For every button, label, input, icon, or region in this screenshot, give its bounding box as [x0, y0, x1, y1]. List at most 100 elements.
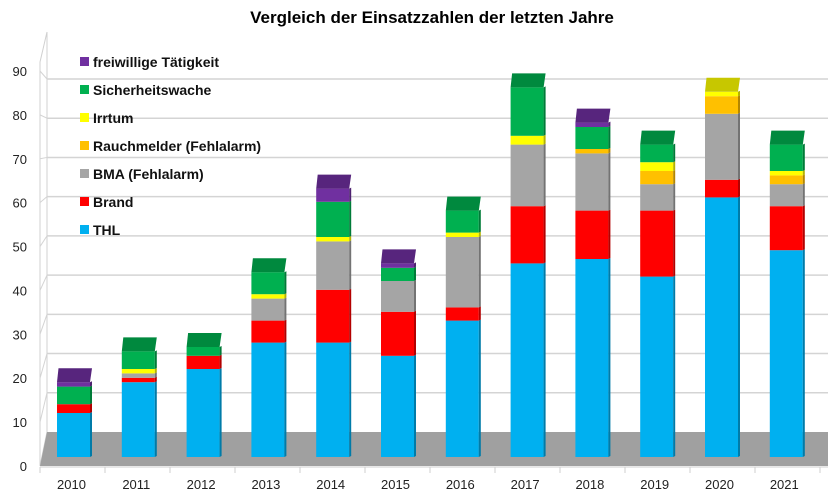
- bar-2018-sicherheitswache: [575, 127, 609, 149]
- bar-side-face: [543, 262, 546, 457]
- bar-side-face: [414, 280, 416, 312]
- x-tick-label: 2014: [316, 477, 345, 492]
- bar-2013-bma-fehlalarm-: [251, 298, 285, 321]
- side-gridline: [39, 235, 48, 247]
- bar-2019-rauchmelder-fehlalarm-: [640, 171, 674, 185]
- legend-swatch: [80, 85, 89, 94]
- bar-2019-irrtum: [640, 162, 674, 171]
- bar-top-face-2015: [381, 249, 416, 264]
- bar-2010-freiwillige-t-tigkeit: [57, 382, 90, 387]
- bar-top-face-2012: [186, 333, 222, 347]
- bar-2016-brand: [445, 307, 479, 321]
- bar-2011-sicherheitswache: [121, 351, 155, 369]
- bar-side-face: [478, 306, 481, 321]
- bar-2011-brand: [121, 377, 155, 383]
- bar-side-face: [608, 152, 611, 211]
- bar-2014-sicherheitswache: [316, 201, 350, 237]
- bar-side-face: [414, 262, 416, 268]
- bar-side-face: [478, 236, 481, 308]
- bar-side-face: [738, 112, 740, 180]
- x-tick-label: 2017: [511, 477, 540, 492]
- bar-2020-irrtum: [705, 91, 738, 97]
- legend-label: Sicherheitswache: [93, 82, 211, 98]
- side-gridline: [39, 314, 48, 335]
- bar-2011-thl: [121, 382, 155, 457]
- bar-top-face-2014: [316, 174, 352, 189]
- x-tick-label: 2018: [575, 477, 604, 492]
- y-tick-label: 20: [13, 371, 27, 386]
- bar-2017-sicherheitswache: [510, 87, 544, 136]
- bar-side-face: [349, 200, 352, 237]
- bar-2019-thl: [640, 276, 674, 457]
- bar-2014-brand: [316, 289, 350, 343]
- bar-side-face: [543, 86, 546, 136]
- bar-2019-brand: [640, 210, 674, 277]
- bar-2010-brand: [57, 404, 90, 413]
- bar-side-face: [478, 231, 481, 237]
- bar-side-face: [154, 372, 157, 378]
- y-tick-label: 80: [13, 108, 27, 123]
- bar-2017-irrtum: [510, 135, 544, 145]
- bar-2018-thl: [575, 259, 609, 457]
- bar-side-face: [284, 297, 287, 321]
- bar-side-face: [543, 134, 546, 145]
- legend-swatch: [80, 169, 89, 178]
- bar-2020-brand: [705, 179, 738, 198]
- bar-side-face: [414, 310, 416, 356]
- legend-swatch: [80, 113, 89, 122]
- bar-side-face: [673, 275, 676, 457]
- legend-label: Irrtum: [93, 110, 133, 126]
- bar-2010-sicherheitswache: [57, 386, 90, 405]
- bar-side-face: [608, 148, 611, 154]
- bar-side-face: [673, 161, 676, 171]
- legend-label: Brand: [93, 194, 133, 210]
- y-tick-label: 30: [13, 327, 27, 342]
- legend-label: THL: [93, 222, 121, 238]
- legend-swatch: [80, 141, 89, 150]
- legend-label: freiwillige Tätigkeit: [93, 54, 219, 70]
- bar-2014-freiwillige-t-tigkeit: [316, 188, 350, 202]
- bar-side-face: [738, 90, 740, 97]
- bar-side-face: [284, 293, 287, 299]
- bar-side-face: [802, 143, 805, 171]
- bar-2011-bma-fehlalarm-: [121, 373, 155, 378]
- bar-top-face-2016: [445, 196, 481, 211]
- bar-2010-thl: [57, 413, 90, 457]
- bar-side-face: [802, 174, 805, 185]
- legend-swatch: [80, 225, 89, 234]
- bar-2015-freiwillige-t-tigkeit: [381, 263, 414, 268]
- bar-2017-brand: [510, 206, 544, 264]
- bar-side-face: [543, 205, 546, 264]
- bar-top-face-2019: [640, 130, 676, 145]
- bar-top-face-2018: [575, 108, 611, 123]
- bar-side-face: [90, 403, 92, 413]
- bar-side-face: [478, 209, 481, 233]
- legend-swatch: [80, 57, 89, 66]
- bar-top-face-2021: [769, 130, 805, 145]
- bar-side-face: [608, 126, 611, 149]
- bar-side-face: [349, 187, 352, 202]
- bar-side-face: [349, 288, 352, 343]
- bar-2018-bma-fehlalarm-: [575, 153, 609, 211]
- bar-2015-bma-fehlalarm-: [381, 281, 414, 312]
- y-tick-label: 70: [13, 152, 27, 167]
- bar-side-face: [673, 209, 676, 277]
- bar-side-face: [414, 266, 416, 281]
- bar-side-face: [349, 341, 352, 457]
- bar-side-face: [154, 381, 157, 457]
- x-tick-label: 2012: [187, 477, 216, 492]
- floor: [40, 432, 828, 466]
- bar-side-face: [802, 249, 805, 457]
- side-gridline: [39, 70, 48, 80]
- bar-side-face: [284, 341, 287, 457]
- bar-2015-thl: [381, 355, 414, 457]
- bar-side-face: [802, 170, 805, 176]
- bar-side-face: [219, 354, 222, 369]
- y-tick-label: 50: [13, 240, 27, 255]
- bar-2020-rauchmelder-fehlalarm-: [705, 96, 738, 114]
- bar-side-face: [284, 271, 287, 295]
- bar-side-face: [673, 170, 676, 185]
- bar-side-face: [349, 240, 352, 290]
- bar-2014-bma-fehlalarm-: [316, 241, 350, 290]
- legend-label: Rauchmelder (Fehlalarm): [93, 138, 261, 154]
